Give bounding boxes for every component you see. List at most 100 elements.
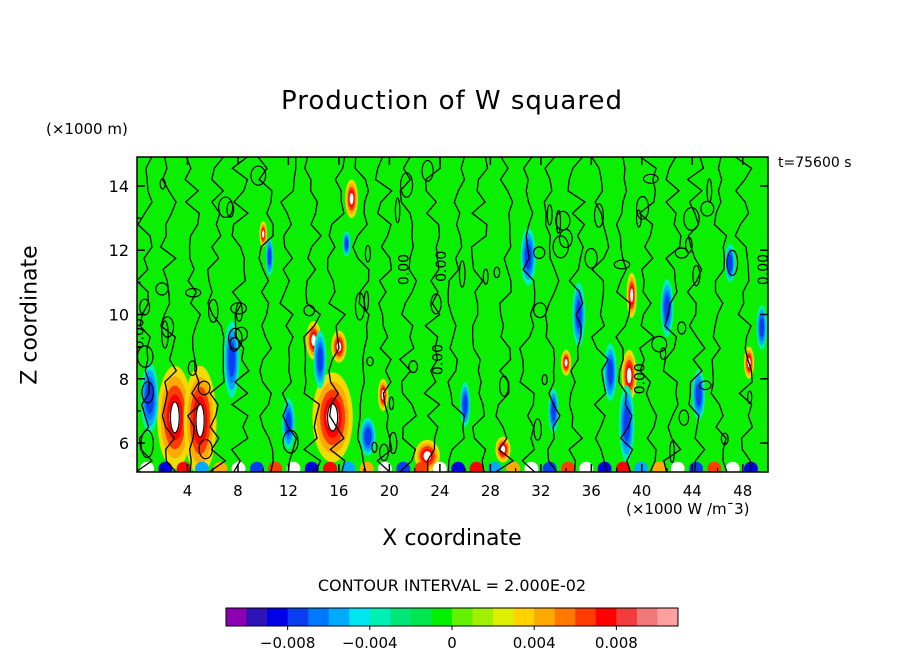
zero-contour-line [519,157,536,472]
positive-anomaly [626,272,637,318]
contour-loop [674,247,689,259]
surface-field-cell [725,461,740,472]
colorbar-tick-label: 0.008 [595,634,638,652]
x-tick-label: 24 [430,482,449,500]
surface-field-cell [140,461,155,472]
field-level [317,346,323,373]
contour-loop [651,335,668,353]
zero-contour-line [686,157,706,472]
negative-anomaly [520,227,536,286]
contour-loop [726,249,739,277]
field-level [607,359,614,386]
surface-field-cell [689,461,704,472]
contour-loop [533,246,546,260]
colorbar-swatch [431,608,453,626]
zero-contour-line [326,157,347,472]
field-level [695,383,702,407]
contour-loop [458,260,466,288]
negative-anomaly [660,279,674,338]
colorbar-swatch [554,608,576,626]
colorbar-swatch [636,608,658,626]
contour-loop [197,380,211,396]
contour-loop [678,409,690,426]
contour-loop [218,196,234,219]
x-tick-label: 12 [279,482,298,500]
contour-loop [533,302,547,319]
colorbar-swatch [287,608,309,626]
contour-loop [685,236,693,254]
contour-loop [388,431,398,455]
contour-loop [669,440,675,464]
zero-contour-line [302,157,322,472]
x-tick-label: 28 [481,482,500,500]
colorbar-swatch [657,608,679,626]
contour-line-layer [137,157,754,472]
contour-loop [198,438,213,460]
contour-label: 0.00 [131,318,147,349]
contour-label-layer: 0.00 0.00 0.00 0.00 0.00 0.00 [131,251,768,395]
surface-field-cell [524,461,539,472]
contour-loop [169,401,180,434]
surface-field-cell [579,461,594,472]
colorbar-swatch [410,608,432,626]
x-tick-label: 16 [329,482,348,500]
surface-field-cell [487,461,502,472]
x-tick-label: 44 [683,482,702,500]
contour-loop [482,268,489,285]
field-level [349,193,354,205]
x-axis-unit-label: (×1000 W /m¯3) [626,500,750,518]
field-level [262,230,265,238]
contour-loop [303,304,316,317]
y-tick-label: 12 [109,241,129,260]
contour-loop [584,247,598,269]
x-tick-label: 20 [380,482,399,500]
field-level [364,427,372,446]
field-level [462,394,468,415]
negative-anomaly [224,320,240,399]
zero-contour-line [567,157,586,472]
colorbar-swatch [267,608,289,626]
negative-anomaly [265,237,274,276]
surface-field-cell [341,461,356,472]
x-tick-label: 40 [632,482,651,500]
field-level [267,247,272,266]
colorbar-tick-label: 0 [447,634,457,652]
positive-anomaly [495,436,511,463]
contour-loop [558,228,573,249]
contour-loop [533,418,543,441]
contour-label: 0.00 [396,254,412,285]
field-level [759,317,764,338]
y-axis-unit-label: (×1000 m) [46,120,128,138]
contour-loop [499,375,509,397]
field-level [626,367,632,384]
contour-loop [635,195,650,220]
zero-contour-line [710,157,728,472]
surface-field-cell [304,461,319,472]
field-level [727,254,733,272]
colorbar-swatch [575,608,597,626]
contour-loop [546,204,553,226]
negative-anomaly [692,369,705,421]
field-level [195,404,206,437]
colorbar-swatch [534,608,556,626]
negative-anomaly [756,304,767,350]
zero-contour-line [279,157,298,472]
colorbar-ticks: −0.008 −0.004 0 0.004 0.008 [260,626,638,652]
zero-contour-line [470,157,489,472]
surface-field-cell [615,461,630,472]
y-tick-label: 10 [109,306,129,325]
negative-anomaly [282,398,295,450]
contour-loop [388,396,395,411]
y-axis-ticks: 6 8 10 12 14 [109,177,768,453]
surface-field-cell [286,461,301,472]
contour-loop [692,264,701,287]
contour-label: 0.00 [632,363,648,394]
contour-loop [683,206,700,231]
zero-contour-line [374,157,393,472]
contour-loop [250,165,267,186]
contour-label: 0.00 [430,344,446,375]
time-label: t=75600 s [778,155,852,171]
field-level [344,238,349,250]
positive-anomaly [345,179,358,219]
y-tick-label: 6 [119,434,129,453]
